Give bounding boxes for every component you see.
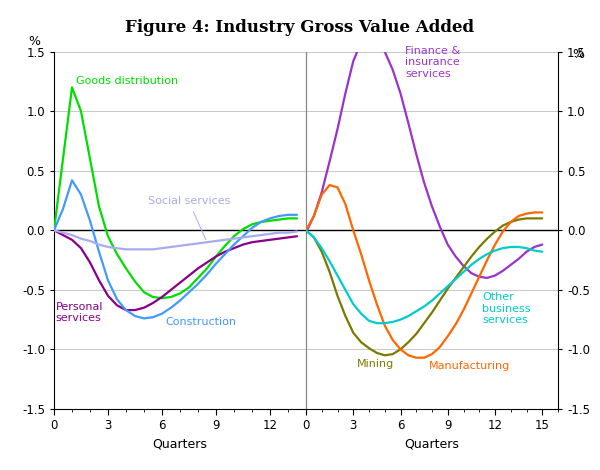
X-axis label: Quarters: Quarters bbox=[404, 438, 460, 451]
X-axis label: Quarters: Quarters bbox=[152, 438, 208, 451]
Text: Figure 4: Industry Gross Value Added: Figure 4: Industry Gross Value Added bbox=[125, 19, 475, 36]
Text: Finance &
insurance
services: Finance & insurance services bbox=[405, 46, 460, 79]
Y-axis label: %: % bbox=[28, 35, 40, 48]
Y-axis label: %: % bbox=[572, 48, 584, 61]
Text: Social services: Social services bbox=[148, 196, 230, 240]
Text: Manufacturing: Manufacturing bbox=[429, 361, 510, 371]
Text: Mining: Mining bbox=[356, 359, 394, 369]
Text: Other
business
services: Other business services bbox=[482, 292, 531, 325]
Text: Construction: Construction bbox=[166, 317, 236, 327]
Text: Personal
services: Personal services bbox=[56, 302, 103, 323]
Text: Goods distribution: Goods distribution bbox=[76, 76, 178, 86]
